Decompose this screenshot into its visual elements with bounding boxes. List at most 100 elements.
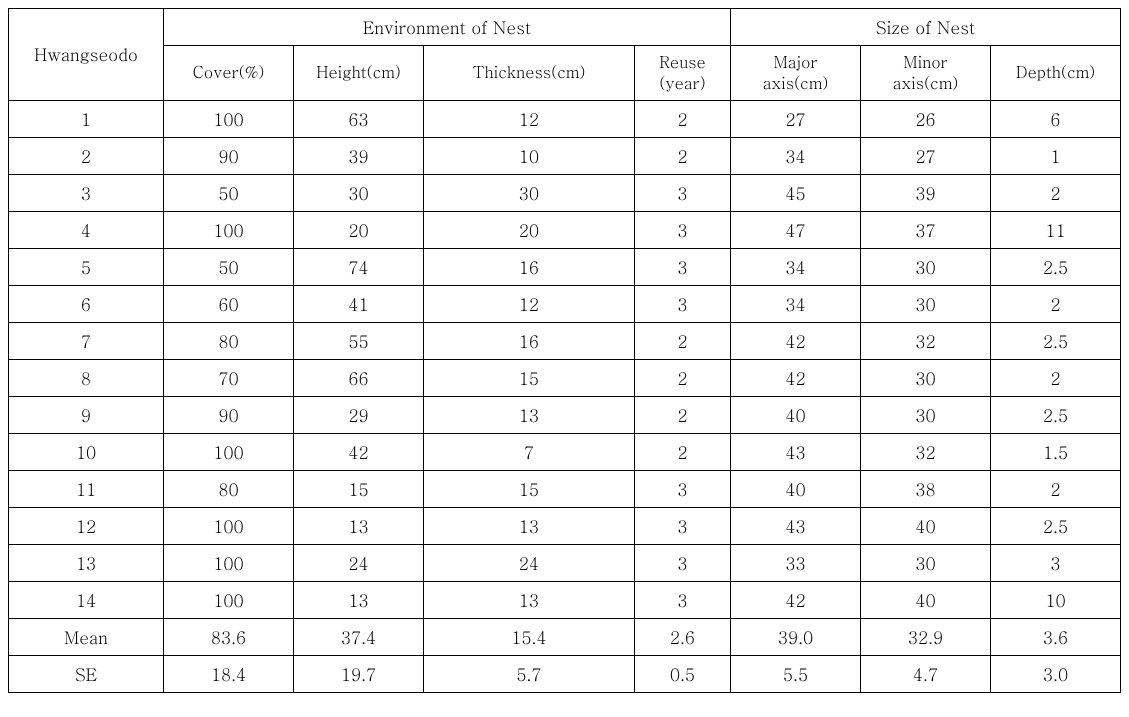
cell-minor-axis: 30 — [861, 285, 991, 322]
table-body: 1100631222726629039102342713503030345392… — [9, 100, 1121, 692]
cell-depth: 3.6 — [991, 618, 1121, 655]
cell-id: 3 — [9, 174, 164, 211]
cell-minor-axis: 39 — [861, 174, 991, 211]
cell-height: 13 — [294, 507, 424, 544]
cell-height: 29 — [294, 396, 424, 433]
cell-major-axis: 42 — [731, 322, 861, 359]
cell-depth: 2.5 — [991, 248, 1121, 285]
table-row: 1410013133424010 — [9, 581, 1121, 618]
table-row: 11006312227266 — [9, 100, 1121, 137]
cell-reuse: 3 — [634, 248, 730, 285]
cell-height: 41 — [294, 285, 424, 322]
cell-major-axis: 34 — [731, 137, 861, 174]
cell-minor-axis: 40 — [861, 507, 991, 544]
table-row: 2903910234271 — [9, 137, 1121, 174]
cell-major-axis: 42 — [731, 359, 861, 396]
header-minor-line2: axis(cm) — [893, 71, 959, 94]
cell-major-axis: 34 — [731, 248, 861, 285]
cell-height: 37.4 — [294, 618, 424, 655]
cell-id: 6 — [9, 285, 164, 322]
cell-major-axis: 40 — [731, 396, 861, 433]
cell-id: 7 — [9, 322, 164, 359]
cell-depth: 2.5 — [991, 507, 1121, 544]
cell-thickness: 30 — [424, 174, 635, 211]
cell-thickness: 15 — [424, 359, 635, 396]
cell-reuse: 2 — [634, 396, 730, 433]
cell-thickness: 13 — [424, 507, 635, 544]
cell-cover: 100 — [164, 100, 294, 137]
header-hwangseodo: Hwangseodo — [9, 9, 164, 101]
cell-depth: 11 — [991, 211, 1121, 248]
header-height: Height(cm) — [294, 46, 424, 101]
header-size-group: Size of Nest — [731, 9, 1121, 46]
cell-major-axis: 43 — [731, 433, 861, 470]
cell-id: 8 — [9, 359, 164, 396]
cell-major-axis: 40 — [731, 470, 861, 507]
cell-thickness: 12 — [424, 100, 635, 137]
cell-cover: 70 — [164, 359, 294, 396]
cell-cover: 50 — [164, 174, 294, 211]
cell-id: SE — [9, 655, 164, 692]
cell-id: 11 — [9, 470, 164, 507]
cell-reuse: 2.6 — [634, 618, 730, 655]
cell-depth: 6 — [991, 100, 1121, 137]
cell-depth: 2 — [991, 359, 1121, 396]
cell-height: 55 — [294, 322, 424, 359]
table-row: 5507416334302.5 — [9, 248, 1121, 285]
cell-depth: 1 — [991, 137, 1121, 174]
cell-cover: 80 — [164, 322, 294, 359]
header-reuse-line1: Reuse — [659, 50, 706, 73]
cell-reuse: 2 — [634, 100, 730, 137]
table-row: 410020203473711 — [9, 211, 1121, 248]
cell-reuse: 2 — [634, 359, 730, 396]
cell-id: 9 — [9, 396, 164, 433]
cell-minor-axis: 37 — [861, 211, 991, 248]
header-major-axis: Major axis(cm) — [731, 46, 861, 101]
cell-reuse: 3 — [634, 211, 730, 248]
cell-major-axis: 45 — [731, 174, 861, 211]
cell-cover: 100 — [164, 544, 294, 581]
cell-cover: 80 — [164, 470, 294, 507]
cell-id: 1 — [9, 100, 164, 137]
cell-id: 10 — [9, 433, 164, 470]
header-thickness: Thickness(cm) — [424, 46, 635, 101]
table-row: 9902913240302.5 — [9, 396, 1121, 433]
cell-thickness: 15 — [424, 470, 635, 507]
cell-reuse: 3 — [634, 174, 730, 211]
cell-cover: 90 — [164, 396, 294, 433]
table-row: 7805516242322.5 — [9, 322, 1121, 359]
cell-depth: 2 — [991, 470, 1121, 507]
header-reuse: Reuse (year) — [634, 46, 730, 101]
cell-thickness: 24 — [424, 544, 635, 581]
cell-reuse: 3 — [634, 507, 730, 544]
cell-height: 24 — [294, 544, 424, 581]
cell-height: 19.7 — [294, 655, 424, 692]
cell-minor-axis: 26 — [861, 100, 991, 137]
cell-height: 20 — [294, 211, 424, 248]
cell-thickness: 16 — [424, 322, 635, 359]
cell-minor-axis: 30 — [861, 248, 991, 285]
cell-major-axis: 27 — [731, 100, 861, 137]
cell-id: 13 — [9, 544, 164, 581]
cell-minor-axis: 32 — [861, 322, 991, 359]
cell-reuse: 2 — [634, 322, 730, 359]
cell-reuse: 3 — [634, 470, 730, 507]
cell-minor-axis: 38 — [861, 470, 991, 507]
cell-height: 30 — [294, 174, 424, 211]
cell-depth: 3.0 — [991, 655, 1121, 692]
cell-depth: 10 — [991, 581, 1121, 618]
cell-depth: 3 — [991, 544, 1121, 581]
header-cover: Cover(%) — [164, 46, 294, 101]
header-environment-group: Environment of Nest — [164, 9, 731, 46]
cell-id: 2 — [9, 137, 164, 174]
cell-thickness: 5.7 — [424, 655, 635, 692]
cell-reuse: 2 — [634, 433, 730, 470]
cell-major-axis: 43 — [731, 507, 861, 544]
cell-cover: 100 — [164, 433, 294, 470]
header-minor-line1: Minor — [903, 50, 947, 73]
cell-height: 13 — [294, 581, 424, 618]
cell-reuse: 3 — [634, 581, 730, 618]
cell-minor-axis: 30 — [861, 544, 991, 581]
cell-height: 39 — [294, 137, 424, 174]
table-row: 6604112334302 — [9, 285, 1121, 322]
